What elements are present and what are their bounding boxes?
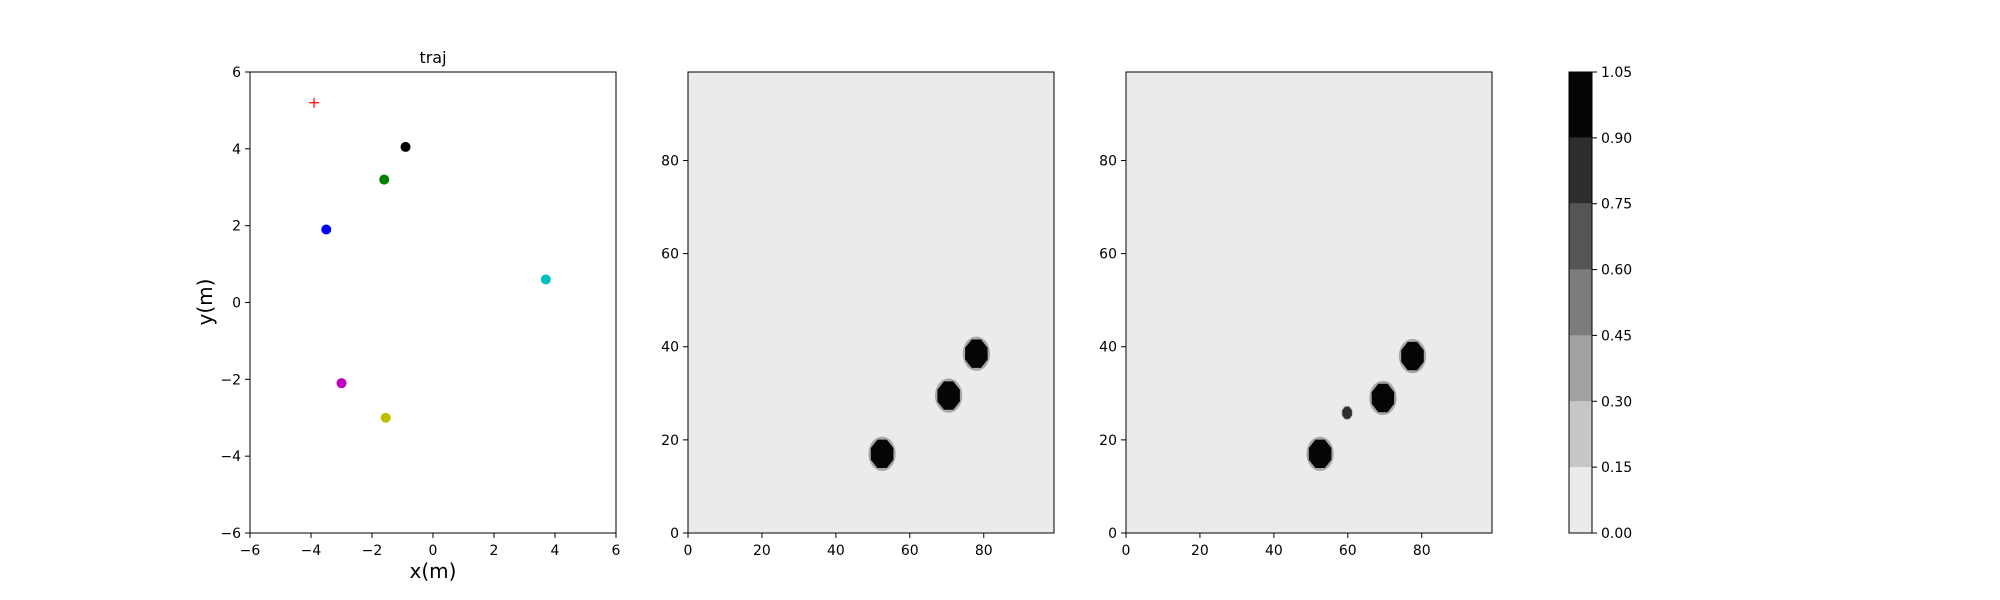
heatmap-1-y-tick-label: 40 <box>661 340 679 356</box>
heatmap-2-x-tick-label: 80 <box>1413 543 1431 559</box>
traj-x-tick-label: 2 <box>490 543 499 559</box>
colorbar-tick-label: 0.45 <box>1601 328 1632 344</box>
heatmap-2-blob <box>1401 341 1424 371</box>
traj-x-tick-label: −6 <box>240 543 261 559</box>
goal-marker <box>309 97 320 108</box>
heatmap-1-blob <box>870 439 894 468</box>
colorbar-ticks: 0.00 0.15 0.30 0.45 0.60 0.75 0.90 1.05 <box>1592 65 1632 542</box>
agent-point <box>379 174 390 185</box>
heatmap-2-y-ticks: 0 20 40 60 80 <box>1099 153 1126 542</box>
colorbar-levels <box>1569 72 1592 533</box>
heatmap-1-blob <box>965 339 988 368</box>
heatmap-2-blobs <box>1306 338 1427 472</box>
colorbar-tick-label: 1.05 <box>1601 65 1632 81</box>
heatmap-2-x-tick-label: 40 <box>1265 543 1283 559</box>
colorbar-tick-label: 0.15 <box>1601 460 1632 476</box>
colorbar-level <box>1569 401 1592 468</box>
x-axis-label: x(m) <box>410 559 457 583</box>
colorbar-frame <box>1568 71 1593 534</box>
colorbar-level <box>1569 269 1592 336</box>
heatmap-2-x-tick-label: 0 <box>1122 543 1131 559</box>
colorbar-tick-label: 0.75 <box>1601 197 1632 213</box>
colorbar-tick-label: 0.00 <box>1601 526 1632 542</box>
agent-point <box>540 274 551 285</box>
heatmap-1-x-tick-label: 20 <box>753 543 771 559</box>
traj-x-tick-label: 4 <box>551 543 560 559</box>
heatmap-1-blob <box>937 381 960 410</box>
heatmap-2-y-tick-label: 20 <box>1099 433 1117 449</box>
heatmap-1-y-tick-label: 60 <box>661 247 679 263</box>
heatmap-1-x-tick-label: 60 <box>901 543 919 559</box>
heatmap-2-y-tick-label: 0 <box>1108 526 1117 542</box>
heatmap-1-x-ticks: 0 20 40 60 80 <box>684 533 993 559</box>
heatmap-2-y-tick-label: 80 <box>1099 153 1117 169</box>
traj-y-tick-label: −6 <box>220 526 241 542</box>
trajectory-plot-area <box>249 71 617 534</box>
heatmap-1-x-tick-label: 0 <box>684 543 693 559</box>
trajectory-plot: traj x(m) y(m) −6 −4 −2 0 2 4 6 −6 −4 −2 0 2 4 6 <box>193 48 621 583</box>
heatmap-2-blob <box>1308 439 1332 468</box>
heatmap-2-y-tick-label: 60 <box>1099 247 1117 263</box>
heatmap-2-x-ticks: 0 20 40 60 80 <box>1122 533 1431 559</box>
trajectory-x-ticks: −6 −4 −2 0 2 4 6 <box>240 533 621 559</box>
heatmap-2-x-tick-label: 60 <box>1339 543 1357 559</box>
heatmap-1-y-tick-label: 80 <box>661 153 679 169</box>
traj-x-tick-label: −4 <box>301 543 322 559</box>
colorbar-level <box>1569 203 1592 270</box>
traj-x-tick-label: 0 <box>429 543 438 559</box>
traj-x-tick-label: 6 <box>612 543 621 559</box>
heatmap-2-blob <box>1371 383 1395 413</box>
traj-y-tick-label: 6 <box>232 65 241 81</box>
heatmap-1-x-tick-label: 80 <box>975 543 993 559</box>
heatmap-panel-1: 0 20 40 60 80 0 20 40 60 80 <box>661 71 1055 559</box>
agent-point <box>380 412 391 423</box>
heatmap-2-y-tick-label: 40 <box>1099 340 1117 356</box>
heatmap-2-blob <box>1342 406 1352 419</box>
agent-point <box>336 378 347 389</box>
y-axis-label: y(m) <box>193 279 217 326</box>
traj-y-tick-label: −2 <box>220 372 241 388</box>
traj-y-tick-label: 2 <box>232 219 241 235</box>
trajectory-y-ticks: −6 −4 −2 0 2 4 6 <box>220 65 250 542</box>
colorbar-level <box>1569 335 1592 402</box>
heatmap-panel-2: 0 20 40 60 80 0 20 40 60 80 <box>1099 71 1493 559</box>
traj-x-tick-label: −2 <box>362 543 383 559</box>
colorbar-level <box>1569 137 1592 204</box>
agent-point <box>321 224 332 235</box>
heatmap-1-y-tick-label: 0 <box>670 526 679 542</box>
trajectory-points <box>309 97 551 423</box>
heatmap-1-x-tick-label: 40 <box>827 543 845 559</box>
colorbar-tick-label: 0.60 <box>1601 263 1632 279</box>
colorbar-tick-label: 0.90 <box>1601 131 1632 147</box>
colorbar: 0.00 0.15 0.30 0.45 0.60 0.75 0.90 1.05 <box>1568 65 1632 542</box>
trajectory-plot-title: traj <box>419 48 446 67</box>
colorbar-level <box>1569 467 1592 533</box>
traj-y-tick-label: 4 <box>232 142 241 158</box>
traj-y-tick-label: −4 <box>220 449 241 465</box>
agent-point <box>400 141 411 152</box>
colorbar-tick-label: 0.30 <box>1601 394 1632 410</box>
colorbar-level <box>1569 72 1592 138</box>
heatmap-1-blobs <box>868 336 991 472</box>
heatmap-1-y-tick-label: 20 <box>661 433 679 449</box>
heatmap-2-x-tick-label: 20 <box>1191 543 1209 559</box>
traj-y-tick-label: 0 <box>232 296 241 312</box>
heatmap-1-y-ticks: 0 20 40 60 80 <box>661 153 688 542</box>
